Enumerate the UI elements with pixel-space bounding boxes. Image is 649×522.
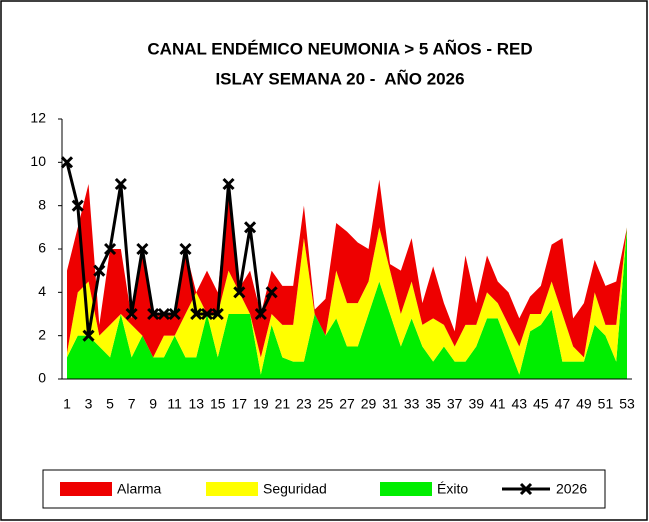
x-tick-label: 9 <box>149 396 157 412</box>
marker <box>82 329 95 342</box>
x-tick-label: 41 <box>490 396 506 412</box>
y-tick-label: 12 <box>30 110 46 126</box>
x-tick-label: 39 <box>468 396 484 412</box>
y-tick-label: 10 <box>30 153 46 169</box>
x-tick-label: 1 <box>63 396 71 412</box>
marker <box>179 242 192 256</box>
x-tick-label: 15 <box>210 396 226 412</box>
marker <box>200 307 214 321</box>
x-tick-label: 5 <box>106 396 114 412</box>
x-tick-label: 13 <box>188 396 204 412</box>
legend-label: 2026 <box>556 481 587 497</box>
marker <box>265 286 278 299</box>
marker <box>244 221 257 234</box>
x-tick-label: 49 <box>576 396 592 412</box>
x-tick-label: 11 <box>167 396 182 412</box>
x-tick-label: 43 <box>512 396 528 412</box>
x-tick-label: 7 <box>128 396 136 412</box>
legend-label: Seguridad <box>263 481 327 497</box>
marker <box>190 307 203 321</box>
marker <box>93 264 106 277</box>
area <box>67 227 627 375</box>
x-tick-label: 37 <box>447 396 463 412</box>
marker <box>222 177 235 191</box>
chart-title: ISLAY SEMANA 20 - AÑO 2026 <box>215 68 464 88</box>
marker <box>60 156 74 169</box>
marker <box>136 242 149 256</box>
legend-marker <box>519 482 533 496</box>
legend-swatch <box>380 482 432 496</box>
x-tick-label: 29 <box>361 396 377 412</box>
marker <box>157 307 170 321</box>
x-tick-label: 45 <box>533 396 549 412</box>
legend-swatch <box>206 482 258 496</box>
x-tick-label: 51 <box>598 396 614 412</box>
marker <box>233 286 246 299</box>
legend-label: Éxito <box>437 481 468 497</box>
x-tick-label: 17 <box>232 396 248 412</box>
x-tick-label: 23 <box>296 396 312 412</box>
chart-title: CANAL ENDÉMICO NEUMONIA > 5 AÑOS - RED <box>147 38 532 58</box>
y-tick-label: 6 <box>38 240 46 256</box>
legend-swatch <box>60 482 112 496</box>
x-tick-label: 53 <box>619 396 635 412</box>
x-tick-label: 27 <box>339 396 355 412</box>
marker <box>168 307 181 321</box>
y-tick-label: 2 <box>38 326 46 342</box>
x-tick-label: 21 <box>275 396 291 412</box>
marker <box>71 199 84 212</box>
area <box>67 227 627 379</box>
x-tick-label: 25 <box>318 396 334 412</box>
marker <box>147 307 160 321</box>
x-tick-label: 19 <box>253 396 269 412</box>
x-tick-label: 33 <box>404 396 420 412</box>
y-tick-label: 4 <box>38 283 46 299</box>
y-tick-label: 8 <box>38 196 46 212</box>
y-tick-label: 0 <box>38 370 46 386</box>
marker <box>211 307 224 321</box>
legend-label: Alarma <box>117 481 162 497</box>
marker <box>254 307 267 321</box>
x-tick-label: 31 <box>382 396 398 412</box>
x-tick-label: 35 <box>425 396 441 412</box>
marker <box>125 307 138 321</box>
x-tick-label: 3 <box>85 396 93 412</box>
marker <box>114 177 127 191</box>
marker <box>104 242 117 256</box>
x-tick-label: 47 <box>555 396 571 412</box>
